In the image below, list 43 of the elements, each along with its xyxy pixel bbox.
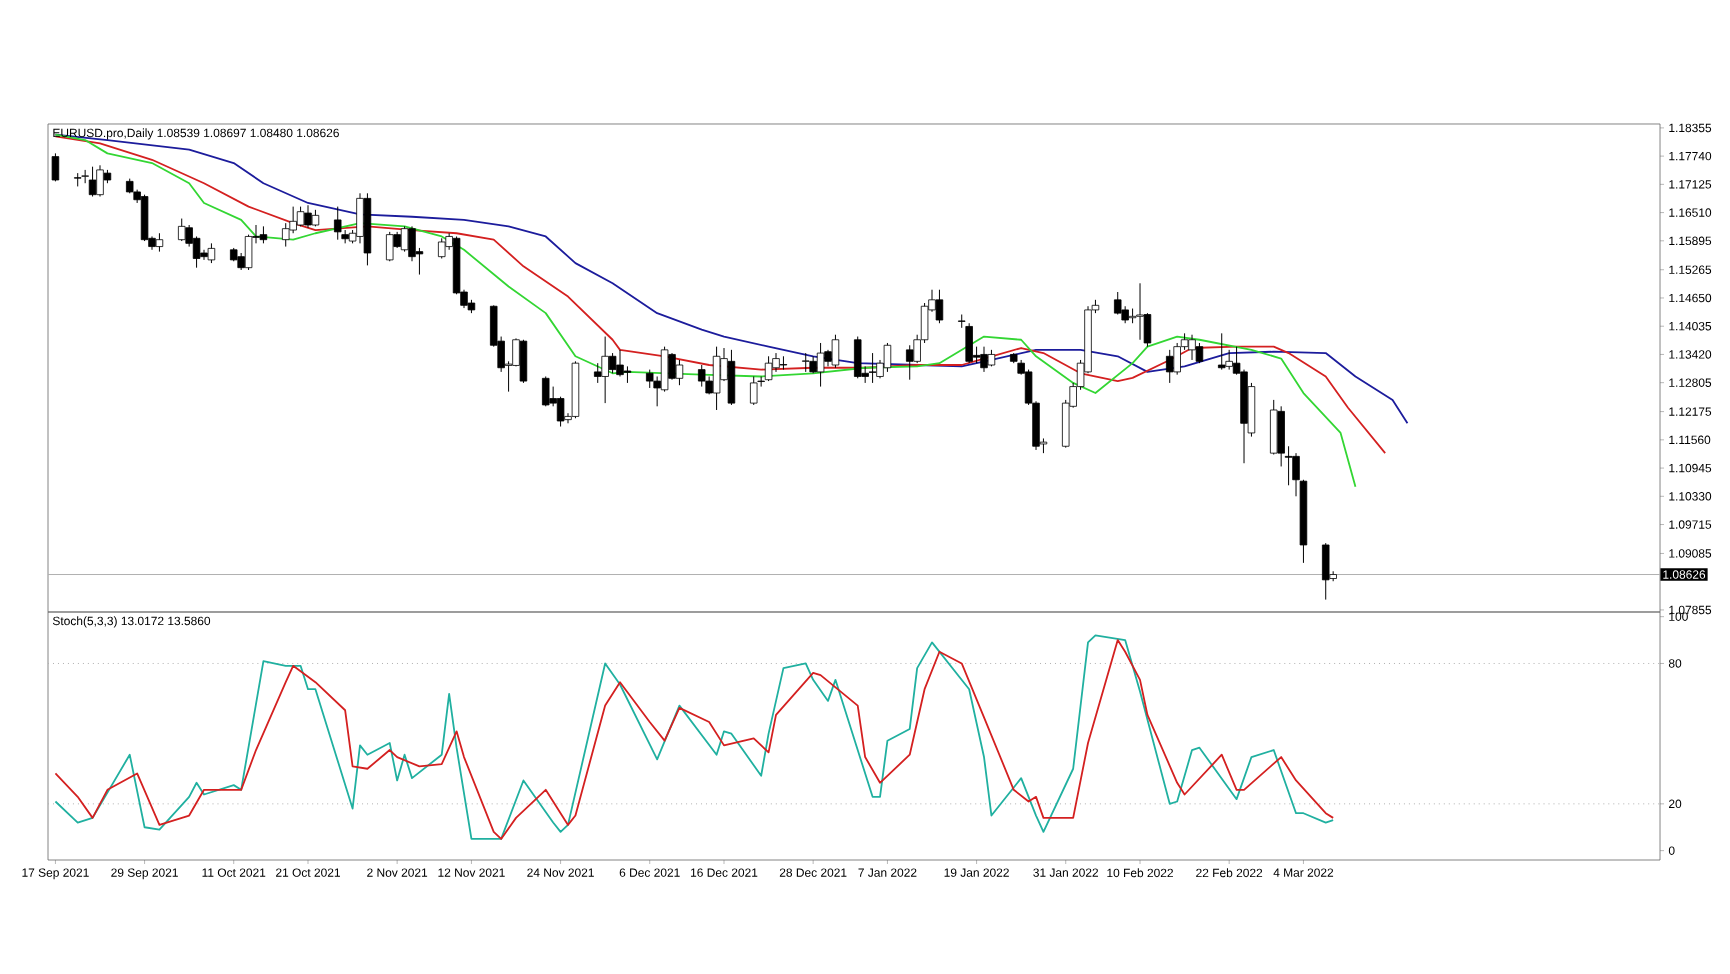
candlestick xyxy=(853,336,862,379)
candlestick xyxy=(437,237,446,259)
candlestick xyxy=(772,352,780,373)
candlestick xyxy=(883,342,892,373)
candlestick xyxy=(816,342,825,388)
candlestick xyxy=(764,355,773,382)
candlestick xyxy=(1217,332,1226,371)
candlestick xyxy=(980,346,988,373)
candlestick xyxy=(1321,542,1330,601)
candlestick xyxy=(207,242,216,264)
candlestick xyxy=(177,218,186,242)
candlestick xyxy=(935,289,944,324)
candlestick xyxy=(519,339,528,384)
candlestick xyxy=(608,352,617,374)
candlestick xyxy=(385,231,394,262)
candlestick xyxy=(727,349,736,406)
candlestick xyxy=(749,375,758,406)
candlestick xyxy=(616,349,624,377)
candlestick xyxy=(1195,342,1204,364)
candlestick xyxy=(541,375,550,407)
candlestick xyxy=(400,225,409,253)
candlestick xyxy=(155,232,164,253)
candlestick xyxy=(905,344,914,381)
candlestick xyxy=(779,355,788,371)
candlestick xyxy=(965,322,973,364)
candlestick xyxy=(831,334,840,369)
candlestick xyxy=(1165,349,1174,384)
candlestick xyxy=(868,352,877,384)
candlestick xyxy=(712,346,721,411)
candlestick xyxy=(1188,334,1196,361)
candlestick xyxy=(697,364,706,388)
candlestick xyxy=(88,166,97,198)
candlestick xyxy=(1113,291,1122,316)
candlestick xyxy=(140,194,149,242)
candlestick xyxy=(304,204,312,229)
candlestick xyxy=(96,164,104,198)
candlestick xyxy=(51,152,60,182)
candlestick xyxy=(601,336,609,404)
candlestick xyxy=(675,359,684,386)
candlestick xyxy=(593,362,602,384)
candlestick xyxy=(801,352,810,373)
candlestick xyxy=(333,206,342,241)
candlestick xyxy=(1136,282,1144,341)
